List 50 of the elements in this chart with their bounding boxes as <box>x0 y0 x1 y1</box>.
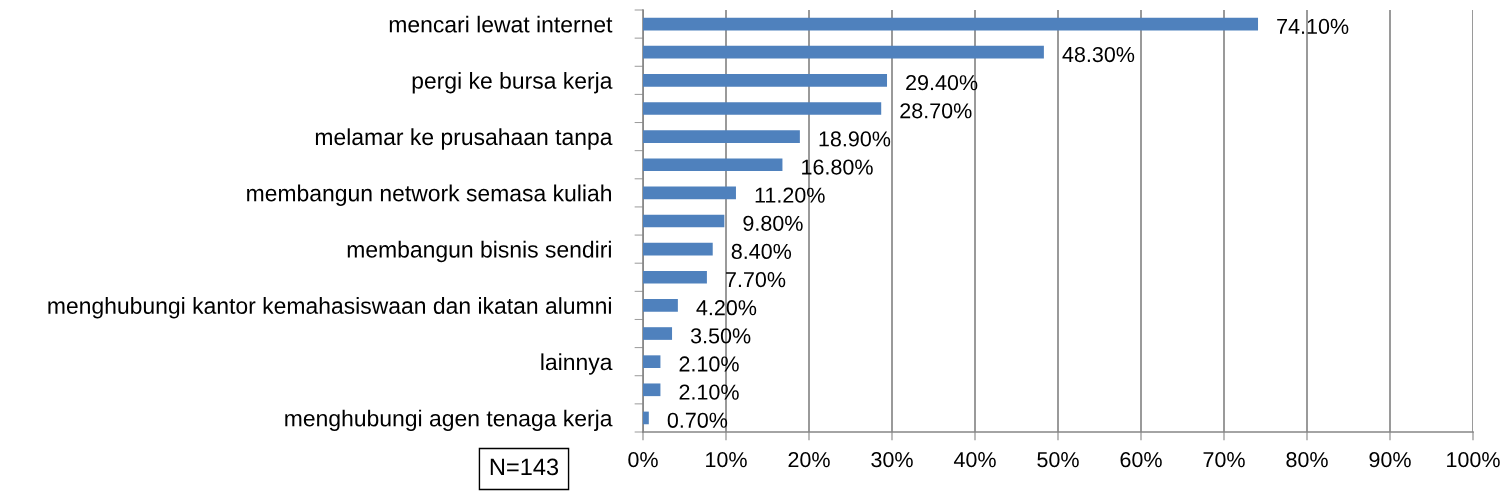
bar <box>643 242 713 256</box>
bar <box>643 74 888 87</box>
data-label: 3.50% <box>690 328 751 344</box>
data-label: 4.20% <box>696 300 757 316</box>
data-label: 16.80% <box>802 159 873 175</box>
y-tick-label: pergi ke bursa kerja <box>412 72 613 94</box>
x-tick-label: 70% <box>1203 452 1245 468</box>
y-tick-label: mencari lewat internet <box>389 15 613 33</box>
x-tick-label: 30% <box>871 452 913 468</box>
x-tick-label: 80% <box>1286 452 1328 468</box>
y-tick-label: menghubungi agen tenaga kerja <box>285 409 613 431</box>
x-tick-label: 20% <box>788 452 830 468</box>
data-label: 9.80% <box>743 215 803 231</box>
x-tick-label: 0% <box>628 452 658 468</box>
x-tick-label: 60% <box>1120 452 1162 468</box>
bar <box>643 158 783 172</box>
bar <box>643 270 707 284</box>
y-tick-label: lainnya <box>541 353 613 375</box>
data-label: 2.10% <box>679 384 739 400</box>
bar <box>643 214 725 228</box>
y-tick-label: menghubungi kantor kemahasiswaan dan ikatan alumni <box>48 297 611 319</box>
data-label: 7.70% <box>726 271 786 288</box>
x-tick-label: 10% <box>706 452 747 468</box>
data-label: 2.10% <box>679 356 739 372</box>
data-label: 48.30% <box>1062 46 1135 63</box>
x-tick-label: 90% <box>1369 452 1411 468</box>
y-tick-label: membangun network semasa kuliah <box>247 184 611 206</box>
bar <box>643 130 800 143</box>
bar <box>643 411 649 425</box>
bar <box>643 299 678 312</box>
x-tick-label: 40% <box>953 452 996 468</box>
x-tick-label: 100% <box>1447 452 1500 468</box>
data-label: 29.40% <box>906 75 978 91</box>
data-label: 18.90% <box>819 131 891 147</box>
data-label: 74.10% <box>1277 18 1349 35</box>
text: N=143 <box>490 458 559 476</box>
bar <box>643 186 736 200</box>
bar <box>643 327 673 340</box>
data-label: 8.40% <box>731 243 792 260</box>
bar <box>643 17 1259 31</box>
bar <box>643 45 1044 59</box>
data-label: 28.70% <box>900 103 972 119</box>
x-tick-label: 50% <box>1037 452 1079 468</box>
data-label: 11.20% <box>755 187 825 203</box>
y-tick-label: membangun bisnis sendiri <box>347 240 611 263</box>
bar <box>643 383 661 397</box>
bar <box>643 355 661 368</box>
data-label: 0.70% <box>667 412 728 428</box>
y-tick-label: melamar ke prusahaan tanpa <box>315 128 613 150</box>
bar <box>643 102 882 115</box>
